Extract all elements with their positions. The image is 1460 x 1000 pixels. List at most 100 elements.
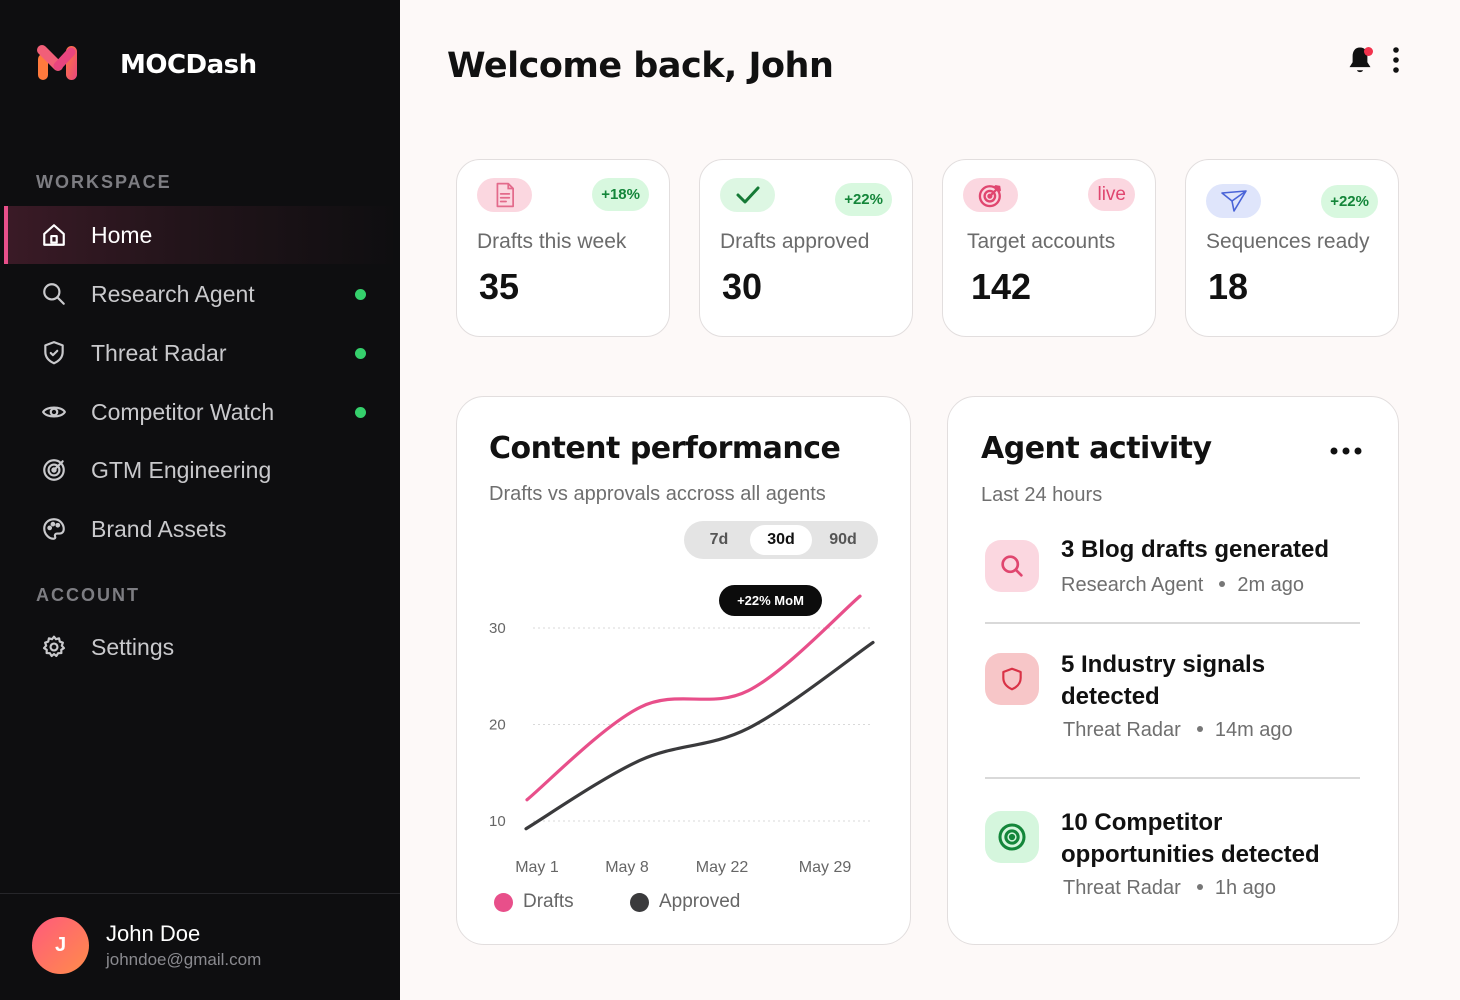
series-line-drafts [525,594,862,802]
separator-dot [1219,581,1226,588]
mom-callout: +22% MoM [719,585,822,616]
activity-meta: Research Agent 2m ago [1061,574,1304,597]
account-section-label: ACCOUNT [36,585,140,605]
divider [985,622,1360,624]
brand-name: MOCDash [120,50,257,80]
legend-swatch [630,892,649,912]
legend-swatch [494,892,513,912]
stat-card-drafts-approved[interactable]: +22% Drafts approved 30 [699,159,913,337]
avatar: J [32,917,89,974]
sidebar-item-label: Threat Radar [91,339,227,366]
content-performance-panel: Content performance Drafts vs approvals … [456,396,911,945]
user-profile[interactable]: J John Doe johndoe@gmail.com [32,917,261,974]
range-selector: 7d 30d 90d [684,521,878,559]
gear-icon [40,633,68,661]
y-tick-label: 30 [489,620,506,637]
sidebar-item-label: Home [91,221,153,248]
check-icon [720,178,775,212]
sidebar-item-gtm-engineering[interactable]: GTM Engineering [4,441,400,499]
stat-value: 35 [479,266,520,307]
activity-agent: Research Agent [1061,574,1204,596]
target-icon [963,178,1018,212]
sidebar-item-research-agent[interactable]: Research Agent [4,265,400,323]
stat-value: 142 [971,266,1032,307]
panel-subtitle: Last 24 hours [981,484,1103,506]
search-icon [40,280,68,308]
x-tick-label: May 8 [605,859,649,876]
shield-icon [985,653,1039,705]
target-icon [40,456,68,484]
home-icon [40,221,68,249]
sidebar-item-label: Brand Assets [91,515,227,542]
activity-agent: Threat Radar [1063,877,1181,899]
activity-meta: Threat Radar 14m ago [1063,719,1293,742]
sidebar-item-home[interactable]: Home [4,206,400,264]
stat-card-drafts-week[interactable]: +18% Drafts this week 35 [456,159,670,337]
shield-icon [40,339,68,367]
activity-title: 5 Industry signals detected [1061,651,1266,710]
more-horizontal-icon[interactable] [1328,445,1364,457]
trend-badge: +22% [835,183,892,216]
user-name: John Doe [106,921,201,946]
stat-label: Target accounts [967,230,1116,253]
agent-activity-panel: Agent activity Last 24 hours 3 Blog draf… [947,396,1399,945]
stat-value: 30 [722,266,763,307]
sidebar-item-label: Settings [91,633,175,660]
y-tick-label: 20 [489,717,506,734]
activity-title: 3 Blog drafts generated [1061,536,1330,563]
sidebar: MOCDash WORKSPACE Home Research Agent Th… [0,0,400,1000]
activity-time: 2m ago [1237,574,1305,596]
brand-logo-icon [37,45,77,80]
divider [985,777,1360,779]
user-email: johndoe@gmail.com [106,950,262,969]
sidebar-item-label: Competitor Watch [91,398,275,425]
stat-card-sequences-ready[interactable]: +22% Sequences ready 18 [1185,159,1399,337]
range-30d-button[interactable]: 30d [750,525,812,555]
separator-dot [1196,726,1203,733]
panel-title: Content performance [489,431,841,466]
separator-dot [1196,884,1203,891]
activity-title: 10 Competitor opportunities detected [1061,809,1320,868]
divider [0,893,400,894]
legend-item-drafts: Drafts [494,891,574,913]
y-tick-label: 10 [489,813,506,830]
brand[interactable]: MOCDash [36,42,257,84]
sidebar-item-label: GTM Engineering [91,456,272,483]
send-icon [1206,184,1261,218]
range-90d-button[interactable]: 90d [829,531,857,548]
stat-value: 18 [1208,266,1249,307]
range-7d-button[interactable]: 7d [709,531,729,548]
legend-item-approved: Approved [630,891,740,913]
activity-time: 14m ago [1214,719,1293,741]
stat-label: Drafts this week [477,230,627,253]
palette-icon [40,515,68,543]
stat-label: Drafts approved [720,230,870,253]
line-chart: 10 20 30 May 1 May 8 May 22 May 29 [489,594,875,876]
more-vertical-icon[interactable] [1388,46,1404,74]
sidebar-item-settings[interactable]: Settings [4,618,400,676]
eye-icon [40,398,68,426]
target-icon [985,811,1039,863]
x-tick-label: May 22 [696,859,749,876]
stat-label: Sequences ready [1206,230,1370,253]
status-dot [355,407,366,418]
notification-badge [1364,47,1373,56]
sidebar-item-threat-radar[interactable]: Threat Radar [4,324,400,382]
legend-label: Approved [659,891,741,912]
panel-title: Agent activity [981,431,1212,466]
x-tick-label: May 1 [515,859,559,876]
page-title: Welcome back, John [447,46,834,86]
document-icon [477,178,532,212]
x-tick-label: May 29 [799,859,852,876]
live-badge: live [1088,178,1135,211]
workspace-section-label: WORKSPACE [36,172,172,192]
status-dot [355,348,366,359]
trend-badge: +18% [592,178,649,211]
status-dot [355,289,366,300]
search-icon [985,540,1039,592]
legend-label: Drafts [523,891,574,912]
activity-time: 1h ago [1214,877,1277,899]
sidebar-item-competitor-watch[interactable]: Competitor Watch [4,383,400,441]
stat-card-target-accounts[interactable]: live Target accounts 142 [942,159,1156,337]
sidebar-item-brand-assets[interactable]: Brand Assets [4,500,400,558]
